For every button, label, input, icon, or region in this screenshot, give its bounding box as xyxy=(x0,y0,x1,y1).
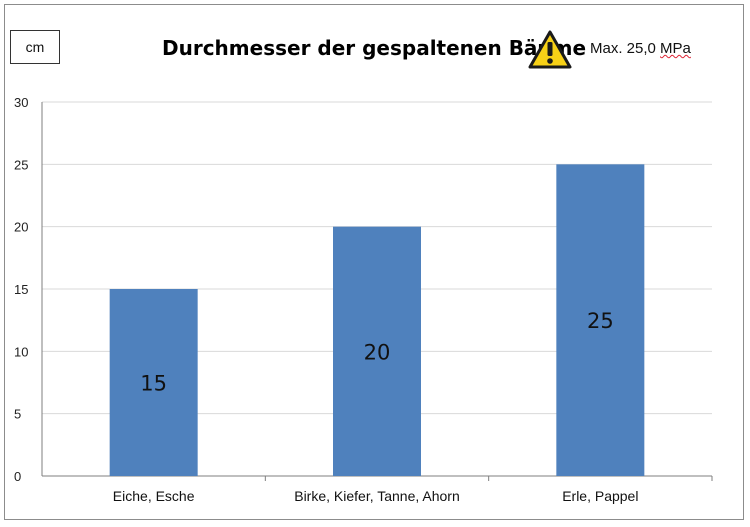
x-category-label: Erle, Pappel xyxy=(562,488,638,504)
y-tick-label: 5 xyxy=(14,407,21,422)
pressure-note-unit: MPa xyxy=(660,40,691,57)
chart-title: Durchmesser der gespaltenen Bäume xyxy=(162,36,587,60)
bar xyxy=(556,164,645,477)
y-tick-label: 10 xyxy=(14,344,28,359)
unit-label: cm xyxy=(25,39,45,55)
y-tick-label: 25 xyxy=(14,157,28,172)
data-label: 25 xyxy=(587,309,614,333)
bar xyxy=(333,226,421,476)
y-tick-label: 15 xyxy=(14,282,28,297)
x-category-label: Eiche, Esche xyxy=(113,488,195,504)
unit-label-box: cm xyxy=(10,30,60,64)
y-tick-label: 0 xyxy=(14,469,21,484)
y-tick-label: 20 xyxy=(14,220,28,235)
bar xyxy=(109,289,198,476)
y-tick-label: 30 xyxy=(14,95,28,110)
warning-triangle-icon xyxy=(528,30,572,75)
data-label: 20 xyxy=(364,340,391,364)
pressure-note-value: Max. 25,0 xyxy=(590,40,661,57)
data-label: 15 xyxy=(140,372,167,396)
x-category-label: Birke, Kiefer, Tanne, Ahorn xyxy=(294,488,460,504)
pressure-note: Max. 25,0 MPa xyxy=(590,40,691,57)
